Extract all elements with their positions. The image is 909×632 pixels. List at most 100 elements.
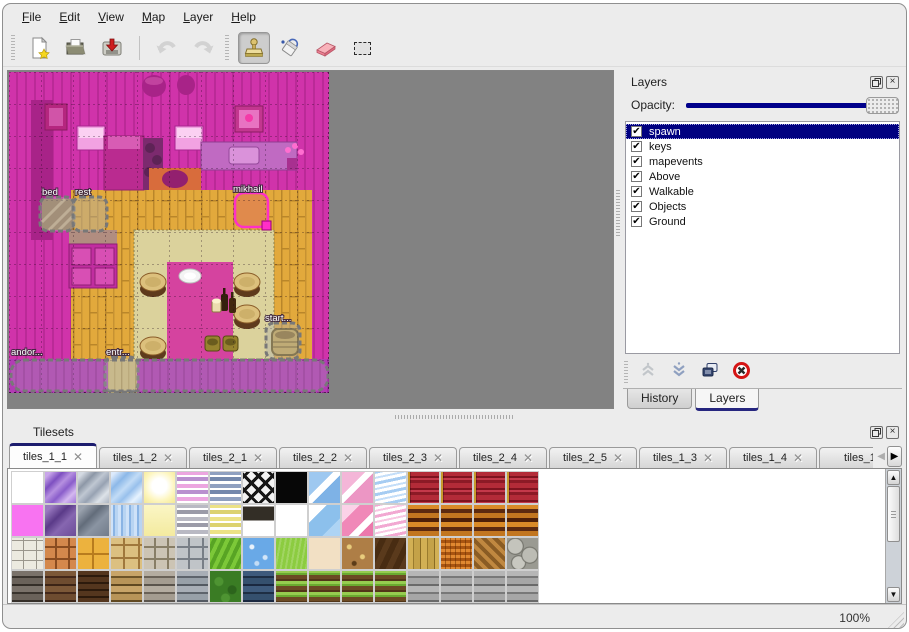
tileset-tab[interactable]: tiles_1_2 ✕	[99, 447, 187, 468]
map-object-mikhail-selected[interactable]	[233, 191, 272, 231]
tileset-tile-planks_gray[interactable]	[473, 570, 506, 603]
map-object-bed[interactable]	[38, 195, 76, 233]
scroll-down-button[interactable]: ▼	[887, 587, 900, 602]
tileset-tab[interactable]: tiles_1_1 ✕	[9, 443, 97, 468]
tileset-tile-stone_white[interactable]	[11, 537, 44, 570]
tileset-tab[interactable]: tiles_2_4 ✕	[459, 447, 547, 468]
open-file-button[interactable]	[60, 32, 92, 64]
tileset-tile-sign_dark[interactable]	[242, 504, 275, 537]
tileset-tile-glow_yellow[interactable]	[143, 471, 176, 504]
tileset-tile-stripe_brown[interactable]	[440, 504, 473, 537]
tileset-tile-wave_blue[interactable]	[374, 471, 407, 504]
menu-layer[interactable]: Layer	[183, 10, 214, 24]
tileset-tab[interactable]: tiles_1_4 ✕	[729, 447, 817, 468]
close-tab-icon[interactable]: ✕	[162, 451, 174, 465]
tileset-tile-wall_brown[interactable]	[44, 570, 77, 603]
tileset-tile-pale_yellow[interactable]	[143, 504, 176, 537]
layer-visibility-checkbox[interactable]: ✔	[631, 201, 642, 212]
menu-edit[interactable]: Edit	[59, 10, 81, 24]
tileset-tile-stripe_gray[interactable]	[176, 504, 209, 537]
stamp-tool-button[interactable]	[238, 32, 270, 64]
menu-help[interactable]: Help	[231, 10, 256, 24]
tileset-tile-curtain_red[interactable]	[407, 471, 440, 504]
tileset-tile-glass_blue[interactable]	[110, 471, 143, 504]
tileset-tile-glass_pink2[interactable]	[341, 504, 374, 537]
tileset-tile-wall_bluebrick[interactable]	[242, 570, 275, 603]
close-tab-icon[interactable]: ✕	[432, 451, 444, 465]
tileset-tile-planks_gray[interactable]	[407, 570, 440, 603]
tileset-tile-stones_round[interactable]	[506, 537, 539, 570]
select-tool-button[interactable]	[346, 32, 378, 64]
menu-view[interactable]: View	[98, 10, 124, 24]
tileset-tile-herringbone[interactable]	[473, 537, 506, 570]
layer-row-ground[interactable]: ✔ Ground	[626, 214, 899, 229]
menu-file[interactable]: File	[22, 10, 42, 24]
close-tab-icon[interactable]: ✕	[252, 451, 264, 465]
tileset-tile-stone_gray[interactable]	[176, 537, 209, 570]
layer-row-above[interactable]: ✔ Above	[626, 169, 899, 184]
save-file-button[interactable]	[96, 32, 128, 64]
new-file-button[interactable]	[24, 32, 56, 64]
tileset-tile-stripe_brown[interactable]	[473, 504, 506, 537]
map-object-entrance[interactable]	[103, 355, 140, 393]
close-tab-icon[interactable]: ✕	[342, 451, 354, 465]
close-tab-icon[interactable]: ✕	[72, 450, 84, 464]
tileset-tile-wood_dark[interactable]	[374, 537, 407, 570]
tileset-tile-grass_stripe[interactable]	[209, 537, 242, 570]
tileset-tile-glass_gray_dark[interactable]	[77, 504, 110, 537]
delete-layer-button[interactable]	[732, 361, 751, 385]
close-panel-button[interactable]: ×	[886, 425, 899, 439]
toolbar-drag-handle[interactable]	[10, 35, 15, 61]
layer-row-keys[interactable]: ✔ keys	[626, 139, 899, 154]
tileset-tile-floral_brown[interactable]	[341, 537, 374, 570]
tileset-tile-farm_row[interactable]	[374, 570, 407, 603]
tileset-tile-planks_gray[interactable]	[506, 570, 539, 603]
duplicate-layer-button[interactable]	[701, 361, 719, 384]
tileset-tab[interactable]: tiles_2_1 ✕	[189, 447, 277, 468]
tileset-tile-stripe_brown[interactable]	[506, 504, 539, 537]
fill-tool-button[interactable]	[274, 32, 306, 64]
layer-visibility-checkbox[interactable]: ✔	[631, 126, 642, 137]
map-object-andor[interactable]	[9, 358, 329, 393]
tileset-tile-wave_pink[interactable]	[374, 504, 407, 537]
tileset-tile-white[interactable]	[11, 471, 44, 504]
layer-visibility-checkbox[interactable]: ✔	[631, 141, 642, 152]
close-tab-icon[interactable]: ✕	[522, 451, 534, 465]
horizontal-splitter[interactable]	[3, 411, 906, 421]
tileset-tile-wall_darkbrick[interactable]	[77, 570, 110, 603]
eraser-tool-button[interactable]	[310, 32, 342, 64]
tileset-tile-farm_row[interactable]	[308, 570, 341, 603]
tileset-tile-stone_tan[interactable]	[110, 537, 143, 570]
tileset-tab[interactable]: tiles_2_5 ✕	[549, 447, 637, 468]
tileset-tile-stripe_bluegray[interactable]	[209, 471, 242, 504]
tools-drag-handle[interactable]	[224, 35, 229, 61]
vertical-splitter[interactable]	[614, 70, 623, 411]
tab-history[interactable]: History	[627, 389, 693, 409]
layer-visibility-checkbox[interactable]: ✔	[631, 186, 642, 197]
tileset-tile-wall_graystone[interactable]	[143, 570, 176, 603]
raise-layer-button[interactable]	[639, 361, 657, 384]
map-object-rest[interactable]	[71, 195, 109, 233]
tileset-tile-grass[interactable]	[275, 537, 308, 570]
tileset-tile-white[interactable]	[275, 504, 308, 537]
map-view[interactable]: bed rest mikhail start... entr... andor.…	[7, 70, 614, 409]
tileset-tile-magenta[interactable]	[11, 504, 44, 537]
tileset-tab[interactable]: tiles_1_3 ✕	[639, 447, 727, 468]
layer-visibility-checkbox[interactable]: ✔	[631, 171, 642, 182]
scrollbar-thumb[interactable]	[887, 486, 900, 542]
tileset-tile-blue_patch[interactable]	[308, 504, 341, 537]
tileset-tile-curtain_red[interactable]	[440, 471, 473, 504]
tileset-tile-curtain_red[interactable]	[473, 471, 506, 504]
tileset-tile-glass_purple_dark[interactable]	[44, 504, 77, 537]
menu-map[interactable]: Map	[141, 10, 166, 24]
scroll-tabs-right-button[interactable]: ▶	[887, 445, 902, 467]
tileset-tile-stripe_pink[interactable]	[176, 471, 209, 504]
tileset-tile-glass_purple[interactable]	[44, 471, 77, 504]
tileset-tile-water[interactable]	[242, 537, 275, 570]
tileset-tile-hedge[interactable]	[209, 570, 242, 603]
opacity-slider-handle[interactable]	[866, 96, 899, 114]
close-tab-icon[interactable]: ✕	[792, 451, 804, 465]
tileset-tile-black[interactable]	[275, 471, 308, 504]
tileset-tile-lattice[interactable]	[242, 471, 275, 504]
layer-row-objects[interactable]: ✔ Objects	[626, 199, 899, 214]
